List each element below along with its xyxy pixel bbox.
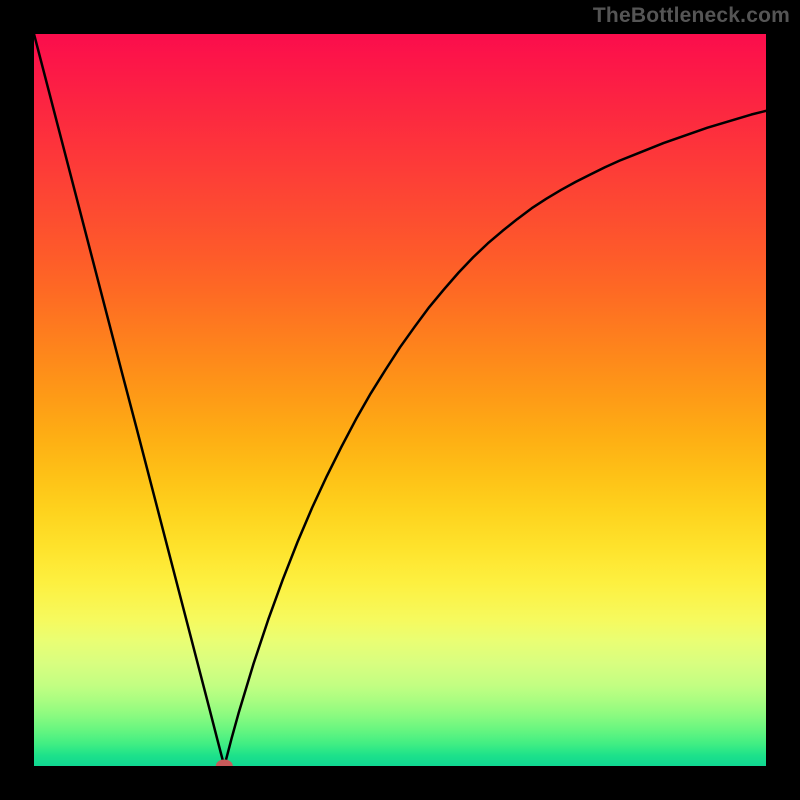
chart-stage: TheBottleneck.com bbox=[0, 0, 800, 800]
watermark-text: TheBottleneck.com bbox=[593, 4, 790, 28]
bottleneck-chart bbox=[0, 0, 800, 800]
gradient-fill bbox=[34, 34, 766, 766]
